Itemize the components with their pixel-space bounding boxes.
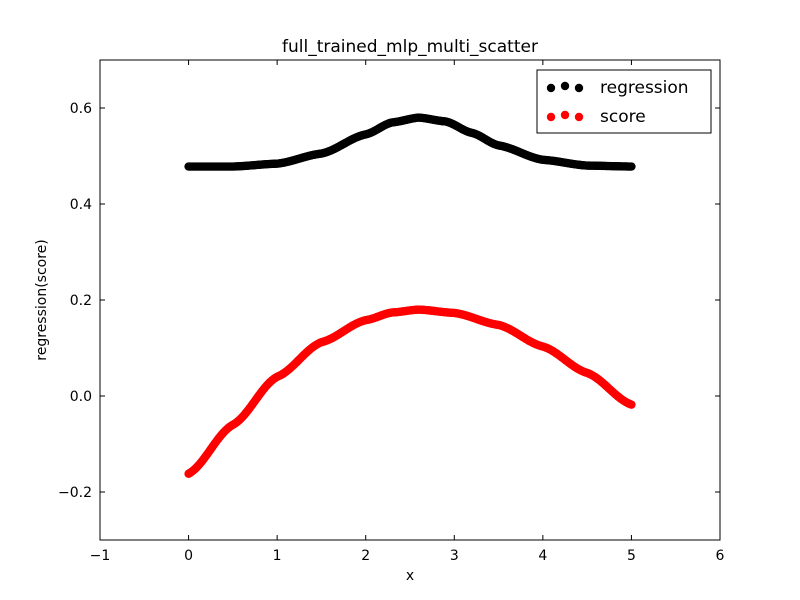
point-score: [627, 400, 636, 409]
y-tick-label: 0.6: [70, 101, 92, 117]
x-tick-label: 1: [273, 548, 282, 564]
series-regression: [184, 113, 636, 171]
ticks-layer: −1 0 1 2 3 4 5 6 −0.2 0.0 0.2 0.4 0.6: [58, 60, 725, 564]
legend-box: [536, 69, 712, 134]
legend-marker-regression: [574, 83, 584, 93]
x-tick-label: 0: [184, 548, 193, 564]
legend-marker-score: [546, 112, 556, 122]
series-layer: [184, 113, 636, 478]
legend-marker-score: [560, 110, 570, 120]
legend-marker-regression: [560, 81, 570, 91]
x-tick-label: 3: [450, 548, 459, 564]
y-tick-label: 0.2: [70, 293, 92, 309]
y-tick-label: 0.4: [70, 197, 92, 213]
chart-title: full_trained_mlp_multi_scatter: [282, 37, 538, 57]
x-axis-label: x: [406, 568, 414, 584]
x-tick-label: 5: [627, 548, 636, 564]
y-tick-label: −0.2: [58, 485, 92, 501]
series-score: [184, 305, 636, 478]
x-tick-label: 6: [716, 548, 725, 564]
legend-label-regression: regression: [600, 78, 689, 98]
x-tick-label: 2: [361, 548, 370, 564]
x-tick-label: 4: [538, 548, 547, 564]
x-tick-label: −1: [90, 548, 111, 564]
legend-label-score: score: [600, 107, 646, 127]
y-axis-label: regression(score): [34, 239, 50, 360]
y-tick-label: 0.0: [70, 389, 92, 405]
legend-marker-score: [574, 112, 584, 122]
point-regression: [627, 162, 636, 171]
legend-marker-regression: [546, 83, 556, 93]
legend-markers: [546, 81, 584, 122]
legend: regression score: [536, 69, 712, 134]
